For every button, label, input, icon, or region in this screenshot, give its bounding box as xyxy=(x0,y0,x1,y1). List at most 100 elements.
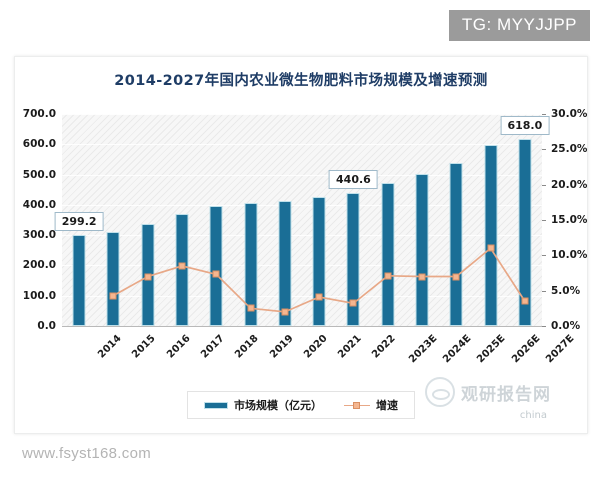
chart-card: 2014-2027年国内农业微生物肥料市场规模及增速预测 0.0 100.0 200… xyxy=(14,56,588,434)
legend-bar-swatch-icon xyxy=(204,401,228,409)
brand-watermark-text: 观研报告网 xyxy=(461,384,551,405)
y-axis-left-tick: 400.0 xyxy=(22,198,56,211)
brand-watermark-sub: china xyxy=(519,410,547,421)
y-axis-left-tick: 300.0 xyxy=(22,229,56,242)
gridline xyxy=(62,144,542,146)
bar xyxy=(346,192,360,326)
legend-line-swatch-icon xyxy=(344,402,370,409)
bar-column xyxy=(371,114,405,326)
bar xyxy=(72,235,86,326)
gridline xyxy=(62,235,542,237)
x-axis-tick-label: 2019 xyxy=(267,333,296,361)
y-axis-right-tickmark xyxy=(542,184,546,186)
y-axis-left-tick: 200.0 xyxy=(22,259,56,272)
bar xyxy=(415,173,429,326)
y-axis-right-tick: 25.0% xyxy=(551,143,588,156)
growth-line-path xyxy=(113,247,526,313)
bar xyxy=(484,145,498,326)
telegram-tag: TG: MYYJJPP xyxy=(448,10,590,41)
y-axis-left-tick: 100.0 xyxy=(22,289,56,302)
legend-item-line: 增速 xyxy=(344,397,398,413)
bar xyxy=(449,163,463,326)
y-axis-right-tick: 20.0% xyxy=(551,178,588,191)
y-axis-right-tick: 30.0% xyxy=(551,108,588,120)
line-marker xyxy=(452,273,460,281)
x-axis-tick-label: 2017 xyxy=(199,333,227,361)
y-axis-right-tick: 15.0% xyxy=(551,214,588,226)
bar-column xyxy=(473,114,507,326)
x-axis-tick-label: 2024E xyxy=(441,333,474,366)
x-axis-tick-label: 2022 xyxy=(370,333,399,361)
x-axis-tick-label: 2021 xyxy=(336,333,364,361)
y-axis-left-tick: 700.0 xyxy=(22,108,56,120)
line-marker xyxy=(384,272,392,280)
line-series xyxy=(62,114,542,326)
bar-column xyxy=(439,114,473,326)
x-axis-tick-label: 2016 xyxy=(164,333,193,361)
bar xyxy=(106,231,120,326)
y-axis-right-tickmark xyxy=(542,114,546,115)
bar-column xyxy=(405,114,439,326)
line-marker xyxy=(349,299,357,307)
brand-logo-icon xyxy=(425,377,455,407)
y-axis-right-tick: 5.0% xyxy=(551,284,581,297)
bar-column xyxy=(165,114,199,326)
y-axis-right-tickmark xyxy=(542,326,546,327)
y-axis-right-tickmark xyxy=(542,220,546,221)
bar xyxy=(381,183,395,326)
line-marker xyxy=(109,292,117,300)
x-axis-line xyxy=(62,326,542,327)
line-marker xyxy=(144,273,152,281)
legend-line-label: 增速 xyxy=(376,399,398,412)
bar-column xyxy=(96,114,130,326)
x-axis-tick-label: 2018 xyxy=(233,333,261,361)
y-axis-right-tickmark xyxy=(542,290,546,292)
bar xyxy=(209,205,223,326)
line-marker xyxy=(178,262,186,270)
bar-column xyxy=(233,114,267,326)
legend-item-bar: 市场规模（亿元） xyxy=(204,397,322,413)
bar-column xyxy=(336,114,370,326)
gridline xyxy=(62,114,542,115)
line-marker xyxy=(521,297,529,305)
y-axis-right-tick: 0.0% xyxy=(551,320,581,332)
gridline xyxy=(62,174,542,176)
x-axis-tick-label: 2026E xyxy=(509,333,543,366)
y-axis-left-tick: 0.0 xyxy=(37,320,56,332)
x-axis-tick-label: 2015 xyxy=(130,333,159,361)
bar-column xyxy=(62,114,96,326)
bar-column xyxy=(199,114,233,326)
bar-column xyxy=(268,114,302,326)
data-label-callout: 618.0 xyxy=(500,115,550,135)
line-marker xyxy=(281,308,289,316)
bar xyxy=(278,200,292,326)
y-axis-left-tick: 600.0 xyxy=(22,138,56,151)
chart-title: 2014-2027年国内农业微生物肥料市场规模及增速预测 xyxy=(114,73,488,89)
line-marker xyxy=(487,244,495,252)
x-axis-tick-label: 2020 xyxy=(301,333,330,361)
x-axis-tick-label: 2014 xyxy=(96,333,124,361)
site-url: www.fsyst168.com xyxy=(22,445,152,462)
y-axis-left-tick: 500.0 xyxy=(22,168,56,181)
bar-column xyxy=(508,114,542,326)
bar xyxy=(175,213,189,326)
plot-area: 0.0 100.0 200.0 300.0 400.0 500.0 600.0 700.0 0… xyxy=(23,108,588,365)
line-marker xyxy=(315,293,323,301)
gridline xyxy=(62,265,542,267)
chart-legend: 市场规模（亿元） 增速 xyxy=(187,391,415,419)
y-axis-right-tick: 10.0% xyxy=(551,249,588,262)
legend-bar-label: 市场规模（亿元） xyxy=(234,399,322,412)
line-marker xyxy=(247,304,255,312)
data-label-callout: 299.2 xyxy=(54,212,104,232)
bar xyxy=(244,202,258,326)
x-axis-tick-label: 2023E xyxy=(406,333,440,366)
x-axis-tick-label: 2027E xyxy=(543,333,577,366)
x-axis-tick-label: 2025E xyxy=(475,333,508,366)
line-marker xyxy=(418,273,426,281)
line-marker xyxy=(212,270,220,278)
brand-watermark: 观研报告网 xyxy=(425,377,551,407)
data-label-callout: 440.6 xyxy=(329,169,378,189)
bar xyxy=(518,138,532,326)
gridline xyxy=(62,295,542,297)
y-axis-right-tickmark xyxy=(542,255,546,257)
